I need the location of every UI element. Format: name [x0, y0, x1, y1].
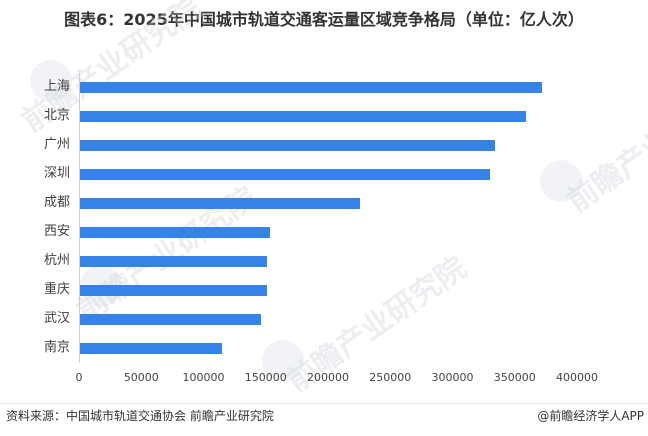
- category-label: 成都: [43, 195, 70, 210]
- category-label: 重庆: [43, 282, 70, 297]
- chart-title: 图表6：2025年中国城市轨道交通客运量区域竞争格局（单位：亿人次）: [64, 10, 584, 29]
- bar: [80, 343, 222, 354]
- source-note: 资料来源：中国城市轨道交通协会 前瞻产业研究院: [6, 409, 274, 423]
- watermark: 前瞻产业研究院: [560, 70, 648, 220]
- category-label: 南京: [43, 340, 70, 355]
- x-tick-label: 350000: [493, 371, 536, 384]
- bar: [80, 227, 271, 238]
- x-tick-label: 100000: [182, 371, 225, 384]
- bar: [80, 111, 526, 122]
- category-label: 武汉: [43, 311, 70, 326]
- bar: [80, 169, 491, 180]
- footer-divider: [0, 403, 648, 404]
- credit-note: @前瞻经济学人APP: [537, 409, 644, 423]
- chart-plot-area: 前瞻产业研究院 前瞻产业研究院 前瞻产业研究院 前瞻产业研究院 上海 北京 广州 深圳…: [16, 0, 648, 399]
- x-tick-label: 250000: [369, 371, 412, 384]
- x-tick-label: 0: [75, 371, 83, 384]
- category-label: 北京: [43, 108, 70, 123]
- bar: [80, 140, 495, 151]
- bar: [80, 82, 542, 93]
- bar: [80, 285, 268, 296]
- category-label: 上海: [43, 79, 70, 94]
- category-label: 广州: [43, 137, 70, 152]
- x-tick-label: 400000: [556, 371, 598, 384]
- x-tick-label: 150000: [244, 371, 287, 384]
- x-tick-label: 300000: [431, 371, 474, 384]
- category-label: 杭州: [43, 253, 70, 268]
- bar: [80, 198, 361, 209]
- x-tick-label: 200000: [307, 371, 349, 384]
- watermark-logo-icon: [540, 160, 582, 202]
- x-tick-label: 50000: [123, 371, 159, 384]
- bar: [80, 314, 261, 325]
- y-axis-line: [79, 73, 80, 363]
- category-label: 西安: [43, 224, 70, 239]
- category-label: 深圳: [43, 166, 70, 181]
- bar: [80, 256, 268, 267]
